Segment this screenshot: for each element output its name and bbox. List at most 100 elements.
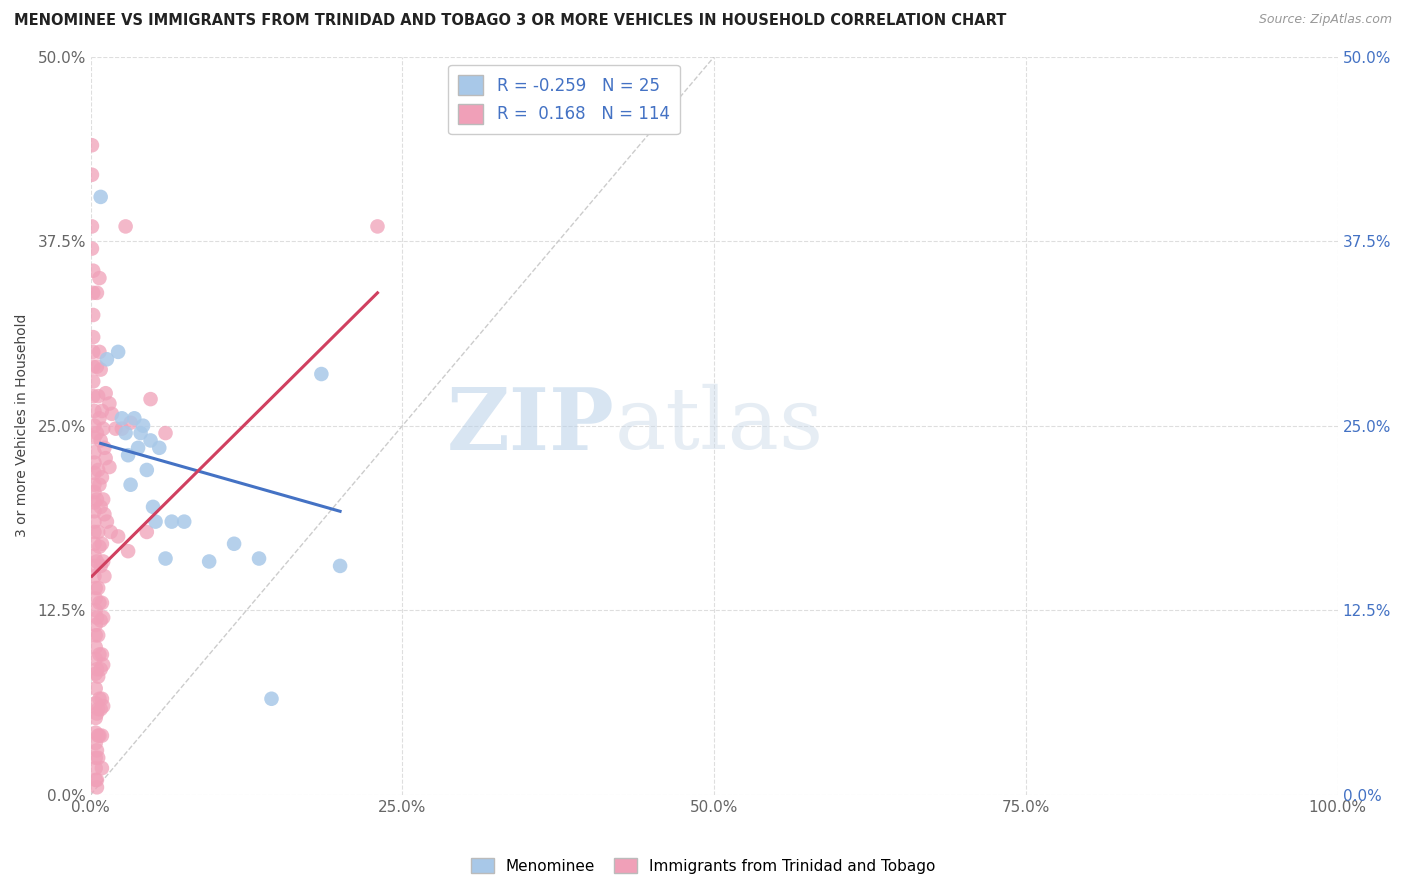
Point	[84, 681, 107, 696]
Point	[107, 529, 129, 543]
Point	[84, 640, 107, 654]
Point	[86, 706, 108, 721]
Point	[89, 729, 111, 743]
Point	[82, 308, 104, 322]
Text: ZIP: ZIP	[447, 384, 614, 467]
Point	[83, 558, 105, 573]
Point	[89, 271, 111, 285]
Point	[135, 524, 157, 539]
Point	[114, 219, 136, 234]
Point	[80, 242, 103, 256]
Point	[84, 711, 107, 725]
Point	[94, 451, 117, 466]
Point	[84, 652, 107, 666]
Point	[145, 515, 167, 529]
Point	[93, 569, 115, 583]
Point	[87, 463, 110, 477]
Point	[83, 515, 105, 529]
Point	[89, 477, 111, 491]
Point	[90, 434, 112, 448]
Point	[84, 696, 107, 710]
Point	[83, 477, 105, 491]
Point	[86, 359, 108, 374]
Point	[90, 614, 112, 628]
Point	[80, 219, 103, 234]
Legend: Menominee, Immigrants from Trinidad and Tobago: Menominee, Immigrants from Trinidad and …	[465, 852, 941, 880]
Point	[90, 729, 112, 743]
Point	[90, 537, 112, 551]
Point	[84, 581, 107, 595]
Point	[84, 603, 107, 617]
Point	[84, 591, 107, 606]
Point	[83, 495, 105, 509]
Point	[86, 780, 108, 795]
Point	[139, 392, 162, 406]
Point	[91, 657, 114, 672]
Point	[96, 352, 118, 367]
Point	[155, 551, 177, 566]
Point	[107, 344, 129, 359]
Point	[83, 445, 105, 459]
Point	[90, 648, 112, 662]
Point	[111, 411, 134, 425]
Point	[222, 537, 245, 551]
Point	[83, 430, 105, 444]
Point	[87, 628, 110, 642]
Point	[87, 702, 110, 716]
Point	[93, 508, 115, 522]
Point	[86, 662, 108, 676]
Point	[90, 190, 112, 204]
Point	[90, 404, 112, 418]
Point	[89, 648, 111, 662]
Point	[90, 702, 112, 716]
Point	[82, 263, 104, 277]
Point	[98, 396, 121, 410]
Point	[86, 285, 108, 300]
Point	[83, 418, 105, 433]
Point	[100, 524, 122, 539]
Point	[198, 554, 221, 568]
Point	[90, 558, 112, 573]
Point	[89, 344, 111, 359]
Point	[86, 772, 108, 787]
Point	[173, 515, 195, 529]
Point	[86, 492, 108, 507]
Point	[83, 569, 105, 583]
Point	[86, 554, 108, 568]
Point	[91, 610, 114, 624]
Point	[82, 344, 104, 359]
Point	[366, 219, 388, 234]
Point	[87, 670, 110, 684]
Point	[87, 751, 110, 765]
Point	[87, 389, 110, 403]
Point	[90, 470, 112, 484]
Point	[84, 628, 107, 642]
Point	[87, 729, 110, 743]
Point	[83, 549, 105, 563]
Point	[114, 426, 136, 441]
Point	[329, 558, 352, 573]
Point	[82, 330, 104, 344]
Point	[80, 138, 103, 153]
Point	[84, 725, 107, 739]
Point	[83, 456, 105, 470]
Point	[91, 554, 114, 568]
Point	[86, 743, 108, 757]
Point	[91, 492, 114, 507]
Point	[117, 448, 139, 462]
Point	[83, 504, 105, 518]
Point	[84, 736, 107, 750]
Text: MENOMINEE VS IMMIGRANTS FROM TRINIDAD AND TOBAGO 3 OR MORE VEHICLES IN HOUSEHOLD: MENOMINEE VS IMMIGRANTS FROM TRINIDAD AN…	[14, 13, 1007, 29]
Point	[124, 411, 146, 425]
Point	[90, 362, 112, 376]
Point	[82, 389, 104, 403]
Point	[90, 761, 112, 775]
Point	[84, 761, 107, 775]
Point	[120, 477, 142, 491]
Point	[98, 460, 121, 475]
Point	[120, 416, 142, 430]
Point	[86, 610, 108, 624]
Point	[83, 524, 105, 539]
Point	[82, 375, 104, 389]
Point	[160, 515, 183, 529]
